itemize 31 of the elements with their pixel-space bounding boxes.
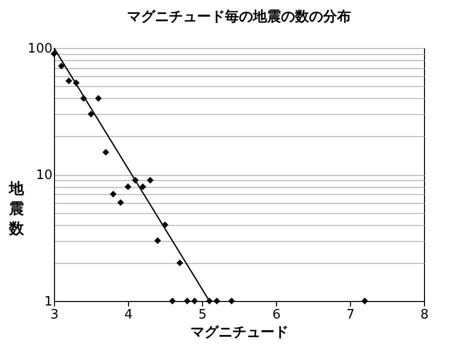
point	[191, 298, 198, 304]
point	[176, 260, 184, 266]
point	[213, 298, 220, 304]
point	[117, 199, 124, 206]
point	[58, 62, 65, 70]
x-tick-label: 7	[346, 308, 355, 322]
x-tick-label: 6	[272, 308, 281, 322]
point	[146, 176, 154, 184]
y-tick-label: 100	[28, 42, 52, 56]
y-axis-title: 地震数	[8, 180, 25, 238]
point	[228, 298, 235, 304]
x-tick-label: 5	[198, 308, 207, 322]
x-tick-label: 4	[124, 308, 133, 322]
point	[88, 110, 94, 118]
x-tick-label: 3	[50, 308, 59, 322]
point	[124, 183, 132, 190]
x-axis-title: マグニチュード	[190, 324, 288, 340]
point	[139, 183, 146, 190]
y-tick-label: 10	[36, 168, 52, 183]
x-tick-label: 8	[420, 308, 429, 322]
point	[110, 190, 117, 198]
point	[50, 50, 58, 58]
y-tick-label: 1	[44, 294, 52, 310]
point	[102, 148, 110, 156]
point	[361, 298, 368, 304]
chart-title: マグニチュード毎の地震の数の分布	[127, 9, 351, 25]
point	[169, 298, 176, 304]
point	[95, 94, 102, 102]
point	[154, 237, 161, 244]
point	[184, 298, 191, 304]
point	[65, 77, 72, 84]
